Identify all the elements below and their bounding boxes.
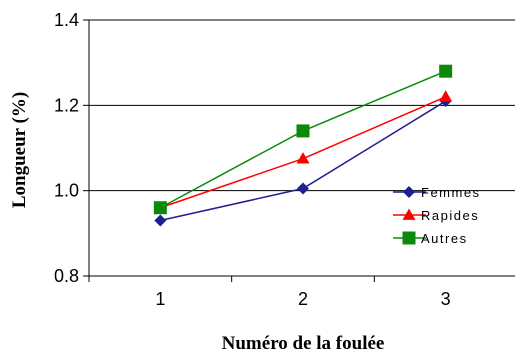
y-tick-label: 1.2 bbox=[54, 95, 79, 115]
y-axis-title: Longueur (%) bbox=[9, 92, 30, 208]
legend-label: Autres bbox=[421, 231, 468, 246]
data-point-square bbox=[153, 201, 167, 215]
legend-label: Rapides bbox=[421, 208, 479, 223]
y-tick-label: 0.8 bbox=[54, 266, 79, 286]
axes bbox=[88, 20, 515, 277]
x-axis-title: Numéro de la foulée bbox=[222, 333, 385, 354]
legend-marker-diamond bbox=[403, 186, 415, 198]
data-point-diamond bbox=[297, 182, 309, 195]
legend-marker-square bbox=[402, 231, 416, 245]
x-tick-label: 1 bbox=[155, 289, 165, 309]
legend-marker-triangle bbox=[402, 208, 416, 220]
y-tick-label: 1.4 bbox=[54, 10, 79, 30]
series bbox=[153, 64, 453, 227]
legend-label: Femmes bbox=[421, 185, 481, 200]
grid-lines bbox=[89, 19, 515, 192]
tick-labels: 0.8 1.0 1.2 1.4 1 2 3 bbox=[54, 10, 451, 309]
data-point-square bbox=[439, 64, 453, 78]
legend-item: Rapides bbox=[393, 208, 479, 223]
data-point-triangle bbox=[439, 90, 453, 102]
data-point-diamond bbox=[154, 214, 167, 227]
y-tick-label: 1.0 bbox=[54, 181, 79, 201]
legend-item: Femmes bbox=[393, 185, 481, 200]
data-point-square bbox=[296, 124, 310, 138]
legend-item: Autres bbox=[393, 231, 468, 246]
x-tick-label: 2 bbox=[298, 289, 308, 309]
series-autres bbox=[153, 64, 453, 215]
x-tick-label: 3 bbox=[441, 289, 451, 309]
data-point-triangle bbox=[296, 152, 310, 164]
legend: Femmes Rapides Autres bbox=[393, 185, 481, 246]
